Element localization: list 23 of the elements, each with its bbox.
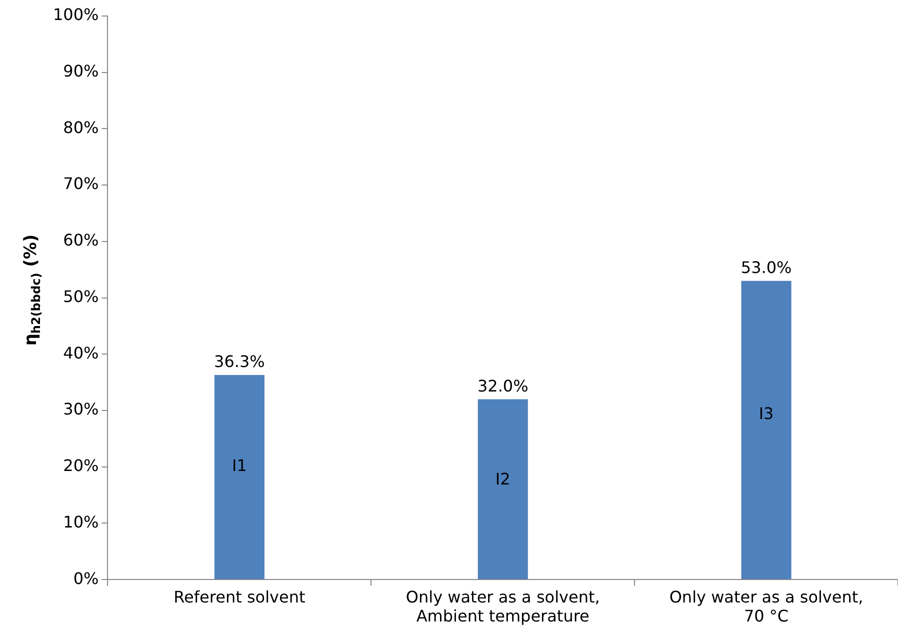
y-tick-label: 30% xyxy=(63,400,99,419)
y-tick-label: 90% xyxy=(63,62,99,81)
y-tick-label: 100% xyxy=(52,5,99,24)
annotation: I2 xyxy=(495,469,510,488)
annotation: I3 xyxy=(758,404,774,424)
y-tick-label: 10% xyxy=(63,512,99,532)
y-tick-label: 70% xyxy=(63,174,99,194)
annotation: I1 xyxy=(232,456,247,476)
y-tick-label: 80% xyxy=(63,118,99,137)
y-tick-label: 60% xyxy=(63,230,99,250)
data-label: 36.3% xyxy=(214,352,265,372)
x-tick-label: Only water as a solvent, Ambient temperature xyxy=(406,587,600,626)
x-tick-label: Referent solvent xyxy=(174,587,306,606)
bar xyxy=(478,399,528,580)
y-tick-label: 20% xyxy=(63,456,99,476)
x-tick-label: Only water as a solvent, 70 °C xyxy=(669,587,864,626)
y-tick-label: 50% xyxy=(63,286,99,306)
data-label: 53.0% xyxy=(740,258,792,278)
y-tick-label: 40% xyxy=(63,343,99,362)
bar xyxy=(741,280,792,580)
y-tick-label: 0% xyxy=(73,568,99,588)
data-label: 32.0% xyxy=(477,376,528,396)
bar xyxy=(214,375,264,580)
